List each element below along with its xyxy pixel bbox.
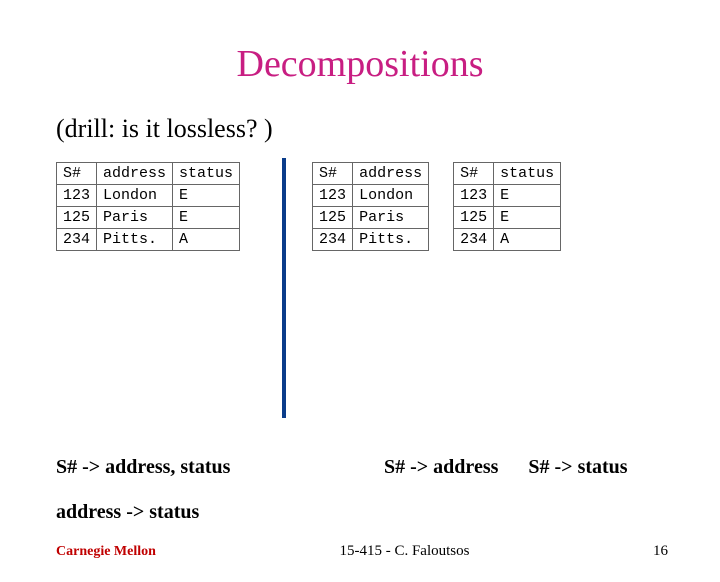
slide: Decompositions (drill: is it lossless? )… [0, 42, 720, 582]
cell: E [173, 207, 240, 229]
col-header: status [173, 163, 240, 185]
cell: Pitts. [353, 229, 429, 251]
table-row: 234 Pitts. A [57, 229, 240, 251]
tables-row: S# address status 123 London E 125 Paris… [56, 162, 720, 422]
fd-label-3: S# -> status [528, 456, 627, 524]
cell: E [173, 185, 240, 207]
cell: London [353, 185, 429, 207]
cell: 125 [313, 207, 353, 229]
col-header: address [97, 163, 173, 185]
table-row: 125 Paris [313, 207, 429, 229]
table-row: S# address [313, 163, 429, 185]
cell: Paris [353, 207, 429, 229]
table-decomp-2: S# status 123 E 125 E 234 A [453, 162, 561, 251]
cell: 123 [313, 185, 353, 207]
footer-org: Carnegie Mellon [56, 544, 156, 560]
cell: 234 [57, 229, 97, 251]
cell: A [494, 229, 561, 251]
table-decomp-1: S# address 123 London 125 Paris 234 Pitt… [312, 162, 429, 251]
table-row: 123 London [313, 185, 429, 207]
fd-label-1b: address -> status [56, 501, 318, 524]
cell: E [494, 185, 561, 207]
cell: 123 [454, 185, 494, 207]
cell: A [173, 229, 240, 251]
cell: 234 [454, 229, 494, 251]
col-header: status [494, 163, 561, 185]
cell: London [97, 185, 173, 207]
fd-label-2: S# -> address [384, 456, 498, 524]
cell: 125 [57, 207, 97, 229]
fd-row: S# -> address, status address -> status … [56, 456, 720, 524]
footer-course: 15-415 - C. Faloutsos [339, 543, 469, 560]
cell: Paris [97, 207, 173, 229]
cell: 234 [313, 229, 353, 251]
cell: 125 [454, 207, 494, 229]
table-row: 125 Paris E [57, 207, 240, 229]
table-original: S# address status 123 London E 125 Paris… [56, 162, 240, 251]
table-row: 234 A [454, 229, 561, 251]
fd-left-column: S# -> address, status address -> status [56, 456, 318, 524]
slide-subtitle: (drill: is it lossless? ) [56, 114, 720, 144]
cell: Pitts. [97, 229, 173, 251]
cell: 123 [57, 185, 97, 207]
col-header: address [353, 163, 429, 185]
col-header: S# [57, 163, 97, 185]
vertical-divider [282, 158, 286, 418]
table-row: 125 E [454, 207, 561, 229]
col-header: S# [313, 163, 353, 185]
footer-page-number: 16 [653, 543, 668, 560]
slide-title: Decompositions [0, 42, 720, 86]
table-row: 123 E [454, 185, 561, 207]
table-row: 234 Pitts. [313, 229, 429, 251]
col-header: S# [454, 163, 494, 185]
fd-label-1: S# -> address, status [56, 456, 318, 479]
table-row: S# address status [57, 163, 240, 185]
table-row: S# status [454, 163, 561, 185]
table-row: 123 London E [57, 185, 240, 207]
footer: Carnegie Mellon 15-415 - C. Faloutsos 16 [0, 543, 720, 560]
cell: E [494, 207, 561, 229]
